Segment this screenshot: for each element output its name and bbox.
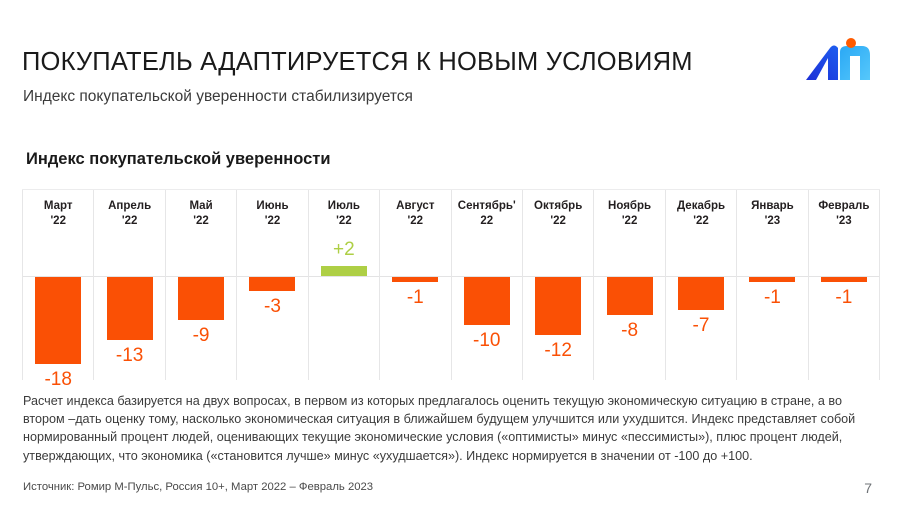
- bar-chart: Март '22 -18 Апрель '22 -13 Май '22 -9 Июнь '22 -3 И…: [22, 189, 881, 389]
- x-axis-month: Июль: [327, 200, 360, 212]
- x-axis-month: Октябрь: [534, 200, 583, 212]
- bar[interactable]: [749, 276, 796, 282]
- chart-column: Март '22 -18: [22, 190, 94, 389]
- zero-baseline: [308, 276, 380, 277]
- bar-value-label: -1: [763, 287, 781, 308]
- chart-column: Сентябрь' 22 -10: [450, 190, 522, 380]
- chart-column: Ноябрь '22 -8: [593, 190, 665, 380]
- chart-column: Апрель '22 -13: [93, 190, 165, 380]
- bar-value-label: -1: [406, 287, 424, 308]
- zero-baseline: [165, 276, 237, 277]
- x-axis-year: '22: [193, 214, 209, 227]
- chart-column: Февраль '23 -1: [807, 190, 881, 380]
- bar-value-label: -12: [544, 339, 572, 361]
- bar[interactable]: [35, 276, 82, 365]
- bar[interactable]: [606, 276, 653, 316]
- methodology-note: Расчет индекса базируется на двух вопрос…: [23, 394, 856, 463]
- x-axis-label: Июнь '22: [237, 199, 307, 228]
- bar[interactable]: [678, 276, 724, 311]
- bar[interactable]: [535, 276, 582, 335]
- x-axis-label: Октябрь '22: [523, 199, 593, 228]
- bar[interactable]: [106, 276, 153, 340]
- bar-value-label: -3: [264, 295, 281, 317]
- zero-baseline: [737, 276, 808, 277]
- zero-baseline: [94, 276, 165, 277]
- chart-column: Октябрь '22 -12: [521, 190, 594, 380]
- page-subtitle: Индекс покупательской уверенности стабил…: [23, 88, 413, 105]
- bar-value-label: -1: [835, 287, 853, 308]
- x-axis-label: Апрель '22: [94, 199, 164, 228]
- zero-baseline: [451, 276, 522, 277]
- x-axis-month: Февраль: [818, 200, 870, 212]
- logo-dot: [846, 38, 856, 48]
- bar[interactable]: [392, 276, 439, 282]
- bar-value-label: -9: [192, 325, 210, 347]
- x-axis-year: '23: [764, 214, 781, 227]
- chart-column: Июнь '22 -3: [236, 190, 308, 380]
- x-axis-label: Август '22: [380, 199, 450, 228]
- zero-baseline: [665, 276, 737, 277]
- bar[interactable]: [463, 276, 510, 325]
- zero-baseline: [808, 276, 880, 277]
- x-axis-month: Май: [189, 200, 213, 212]
- x-axis-year: '22: [693, 214, 709, 227]
- x-axis-label: Ноябрь '22: [594, 199, 664, 228]
- x-axis-label: Февраль '23: [809, 199, 879, 228]
- bar-value-label: -13: [115, 344, 144, 366]
- x-axis-year: 22: [480, 214, 494, 227]
- x-axis-year: '22: [264, 214, 281, 227]
- bar-value-label: +2: [333, 239, 355, 261]
- x-axis-month: Ноябрь: [608, 200, 652, 212]
- x-axis-label: Сентябрь' 22: [452, 199, 522, 228]
- bar-value-label: -18: [44, 369, 72, 391]
- zero-baseline: [522, 276, 594, 277]
- zero-baseline: [594, 276, 665, 277]
- x-axis-year: '22: [336, 214, 352, 227]
- romir-logo: [804, 38, 874, 82]
- x-axis-month: Август: [396, 200, 435, 212]
- x-axis-month: Апрель: [108, 200, 152, 212]
- x-axis-month: Март: [43, 200, 73, 212]
- x-axis-year: '22: [550, 214, 566, 227]
- x-axis-label: Июль '22: [309, 199, 379, 228]
- bar[interactable]: [178, 276, 225, 321]
- bar-value-label: -8: [621, 320, 639, 342]
- x-axis-year: '22: [621, 214, 638, 227]
- source-line: Источник: Ромир М-Пульс, Россия 10+, Мар…: [23, 481, 374, 493]
- x-axis-label: Март '22: [23, 199, 93, 228]
- bar[interactable]: [320, 266, 367, 276]
- chart-column: Декабрь '22 -7: [664, 190, 737, 380]
- bar-value-label: -7: [692, 315, 710, 337]
- x-axis-month: Сентябрь': [457, 200, 516, 212]
- x-axis-month: Январь: [751, 200, 794, 212]
- zero-baseline: [23, 276, 94, 277]
- chart-column: Август '22 -1: [379, 190, 451, 380]
- x-axis-label: Май '22: [166, 199, 236, 228]
- chart-column: Июль '22 +2: [307, 190, 380, 380]
- zero-baseline: [380, 276, 451, 277]
- page-title: ПОКУПАТЕЛЬ АДАПТИРУЕТСЯ К НОВЫМ УСЛОВИЯМ: [22, 48, 693, 76]
- chart-column: Январь '23 -1: [736, 190, 808, 380]
- x-axis-label: Декабрь '22: [666, 199, 736, 228]
- x-axis-month: Июнь: [256, 200, 289, 212]
- x-axis-year: '22: [50, 214, 66, 227]
- bar-value-label: -10: [473, 330, 501, 351]
- zero-baseline: [237, 276, 308, 277]
- bar[interactable]: [249, 276, 296, 291]
- chart-column: Май '22 -9: [164, 190, 237, 380]
- x-axis-year: '22: [121, 214, 138, 227]
- x-axis-month: Декабрь: [676, 200, 726, 212]
- x-axis-label: Январь '23: [737, 199, 807, 228]
- x-axis-year: '23: [836, 214, 852, 227]
- x-axis-year: '22: [407, 214, 424, 227]
- bar[interactable]: [820, 276, 867, 282]
- page-number: 7: [864, 480, 872, 496]
- chart-title: Индекс покупательской уверенности: [26, 150, 331, 168]
